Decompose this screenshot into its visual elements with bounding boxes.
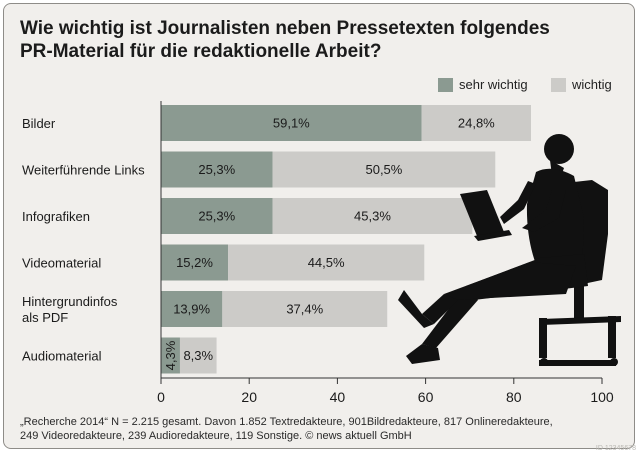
category-label-4: Hintergrundinfos als PDF bbox=[22, 294, 118, 325]
legend-swatch-wichtig bbox=[551, 78, 566, 92]
category-label-1: Weiterführende Links bbox=[22, 162, 145, 177]
data-label-wichtig-3: 44,5% bbox=[308, 255, 345, 270]
bar-sehr-wichtig-0 bbox=[161, 105, 422, 141]
bar-sehr-wichtig-4 bbox=[161, 291, 223, 327]
x-tick-label-2: 40 bbox=[330, 389, 346, 405]
x-axis: 0 20 40 60 80 100 bbox=[157, 101, 614, 405]
watermark: ID 12345678 bbox=[595, 445, 636, 452]
x-tick-label-5: 100 bbox=[590, 389, 614, 405]
bar-wichtig-4 bbox=[222, 291, 388, 327]
data-label-sehr-wichtig-2: 25,3% bbox=[198, 209, 235, 224]
title-line-1: Wie wichtig ist Journalisten neben Press… bbox=[20, 18, 550, 39]
category-label-3: Videomaterial bbox=[22, 255, 101, 270]
data-label-wichtig-1: 50,5% bbox=[365, 162, 402, 177]
chart-plot: 59,1% 24,8% 25,3% 50,5% 25,3% 45,3% 15,2% 44,5%… bbox=[22, 101, 621, 405]
legend-label-sehr-wichtig: sehr wichtig bbox=[459, 77, 528, 92]
bar-wichtig-3 bbox=[228, 244, 425, 281]
footnote-line-2: 249 Videoredakteure, 239 Audioredakteure… bbox=[20, 430, 412, 442]
bar-sehr-wichtig-5 bbox=[161, 337, 180, 374]
category-label-5: Audiomaterial bbox=[22, 348, 102, 363]
legend-item-wichtig: wichtig bbox=[551, 78, 612, 92]
data-label-sehr-wichtig-0: 59,1% bbox=[273, 116, 310, 131]
x-tick-label-1: 20 bbox=[241, 389, 257, 405]
bar-wichtig-1 bbox=[272, 151, 496, 188]
data-label-sehr-wichtig-3: 15,2% bbox=[176, 255, 213, 270]
data-label-wichtig-2: 45,3% bbox=[354, 209, 391, 224]
legend-item-sehr-wichtig: sehr wichtig bbox=[438, 78, 528, 92]
data-label-sehr-wichtig-5: 4,3% bbox=[163, 340, 178, 370]
category-labels: Bilder Weiterführende Links Infografiken Vi… bbox=[22, 116, 145, 364]
footnote: „Recherche 2014“ N = 2.215 gesamt. Davon… bbox=[20, 415, 630, 443]
data-label-wichtig-4: 37,4% bbox=[286, 302, 323, 317]
footnote-line-1: „Recherche 2014“ N = 2.215 gesamt. Davon… bbox=[20, 416, 553, 428]
data-label-sehr-wichtig-1: 25,3% bbox=[198, 162, 235, 177]
bar-wichtig-0 bbox=[421, 105, 531, 141]
bar-sehr-wichtig-3 bbox=[161, 244, 229, 281]
bar-sehr-wichtig-2 bbox=[161, 198, 273, 234]
x-tick-label-4: 80 bbox=[506, 389, 522, 405]
bar-wichtig-5 bbox=[179, 337, 217, 374]
chart-title: Wie wichtig ist Journalisten neben Press… bbox=[20, 17, 620, 63]
data-label-wichtig-5: 8,3% bbox=[183, 348, 213, 363]
x-tick-label-3: 60 bbox=[418, 389, 434, 405]
bar-sehr-wichtig-1 bbox=[161, 151, 273, 188]
category-label-0: Bilder bbox=[22, 116, 56, 131]
bar-wichtig-2 bbox=[272, 198, 473, 234]
legend-swatch-sehr-wichtig bbox=[438, 78, 453, 92]
x-tick-label-0: 0 bbox=[157, 389, 165, 405]
data-label-sehr-wichtig-4: 13,9% bbox=[173, 302, 210, 317]
chart-frame: Wie wichtig ist Journalisten neben Press… bbox=[3, 3, 635, 449]
data-label-wichtig-0: 24,8% bbox=[458, 116, 495, 131]
bars-layer: 59,1% 24,8% 25,3% 50,5% 25,3% 45,3% 15,2% 44,5%… bbox=[161, 105, 531, 374]
legend-label-wichtig: wichtig bbox=[572, 77, 612, 92]
person-with-laptop-illustration bbox=[398, 134, 621, 366]
category-label-2: Infografiken bbox=[22, 209, 90, 224]
title-line-2: PR-Material für die redaktionelle Arbeit… bbox=[20, 41, 382, 62]
